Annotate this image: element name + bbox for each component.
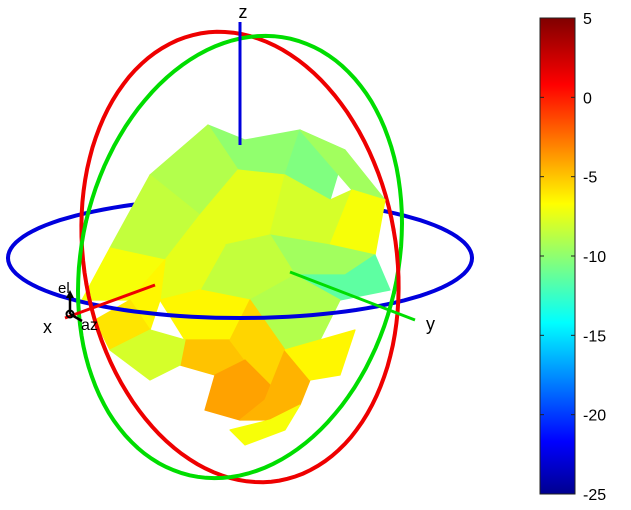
elevation-label: el	[58, 280, 70, 297]
yz-ring-front	[75, 219, 396, 481]
surface-facet-21	[284, 329, 356, 381]
surface-facet-23	[229, 404, 301, 446]
colorbar-tick-label: -10	[583, 249, 606, 266]
colorbar-tick-label: -25	[583, 487, 606, 504]
colorbar-tick-label: -15	[583, 328, 606, 345]
origin-marker	[65, 309, 75, 319]
y-axis	[289, 270, 416, 322]
colorbar: 5 0 -5 -10 -15 -20 -25	[539, 11, 606, 504]
x-axis	[64, 283, 156, 320]
coordinate-axes: z y x el az	[43, 2, 435, 337]
colorbar-tick-label: -5	[583, 170, 597, 187]
colorbar-tick-label: 0	[583, 90, 592, 107]
surface-facet-22	[109, 329, 186, 381]
az-arrow	[69, 312, 83, 323]
colorbar-tick-label: -20	[583, 408, 606, 425]
z-axis-label: z	[239, 2, 248, 22]
xz-ring-front	[84, 227, 401, 485]
yz-ring-back	[84, 33, 405, 295]
x-axis-label: x	[43, 317, 52, 337]
colorbar-tick-label: 5	[583, 11, 592, 28]
el-arrow-head	[66, 290, 74, 298]
front-rings-layer	[6, 219, 474, 485]
y-axis-label: y	[426, 314, 435, 334]
xz-ring-back	[79, 29, 396, 287]
xy-ring-front	[6, 256, 474, 321]
azimuth-label: az	[81, 317, 98, 334]
colorbar-gradient	[539, 17, 576, 495]
